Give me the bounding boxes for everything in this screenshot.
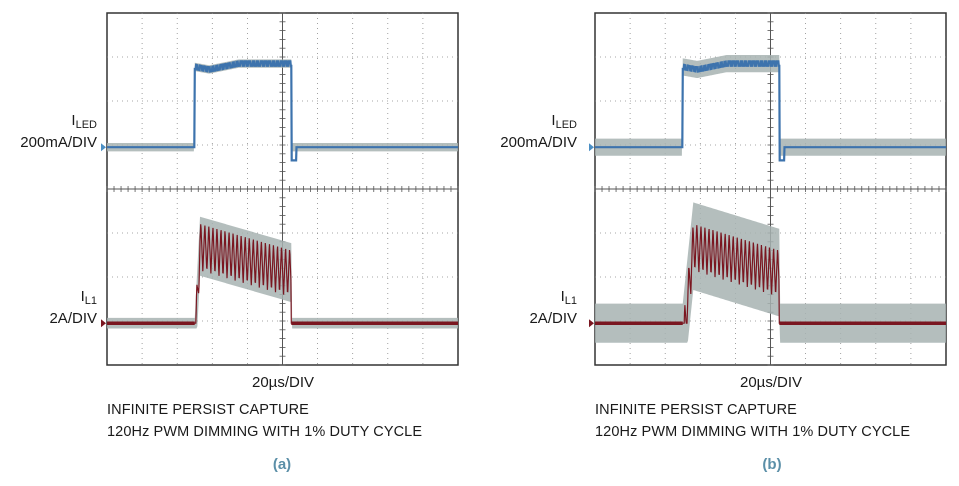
panel-tag: (b) bbox=[762, 456, 782, 473]
ch2-scale: 2A/DIV bbox=[529, 310, 577, 327]
timebase-label: 20µs/DIV bbox=[252, 374, 314, 391]
led-persist-envelope bbox=[595, 55, 946, 156]
ch2-ground-marker bbox=[589, 319, 594, 328]
caption-line-2: 120Hz PWM DIMMING WITH 1% DUTY CYCLE bbox=[595, 424, 911, 440]
oscilloscope-chart-a bbox=[101, 12, 459, 366]
ch1-ground-marker bbox=[101, 143, 106, 152]
ch1-scale: 200mA/DIV bbox=[20, 134, 97, 151]
led-current-trace bbox=[107, 60, 458, 162]
ch1-label: ILED 200mA/DIV bbox=[500, 112, 577, 151]
ch2-ground-marker bbox=[101, 319, 106, 328]
ch1-label: ILED 200mA/DIV bbox=[20, 112, 97, 151]
timebase-label: 20µs/DIV bbox=[740, 374, 802, 391]
oscilloscope-chart-b bbox=[589, 12, 947, 366]
ch2-label: IL1 2A/DIV bbox=[49, 288, 97, 327]
led-current-trace bbox=[595, 60, 946, 162]
caption-line-1: INFINITE PERSIST CAPTURE bbox=[595, 402, 797, 418]
scope-panel-b: ILED 200mA/DIV IL1 2A/DIV 20µs/DIV INFINIT… bbox=[480, 0, 959, 486]
panel-tag: (a) bbox=[272, 456, 292, 473]
ch2-label: IL1 2A/DIV bbox=[529, 288, 577, 327]
caption-line-2: 120Hz PWM DIMMING WITH 1% DUTY CYCLE bbox=[107, 424, 423, 440]
ch1-ground-marker bbox=[589, 143, 594, 152]
scope-panel-a: ILED 200mA/DIV IL1 2A/DIV 20µs/DIV INFINIT… bbox=[0, 0, 479, 486]
ch2-scale: 2A/DIV bbox=[49, 310, 97, 327]
ch1-scale: 200mA/DIV bbox=[500, 134, 577, 151]
caption-line-1: INFINITE PERSIST CAPTURE bbox=[107, 402, 309, 418]
